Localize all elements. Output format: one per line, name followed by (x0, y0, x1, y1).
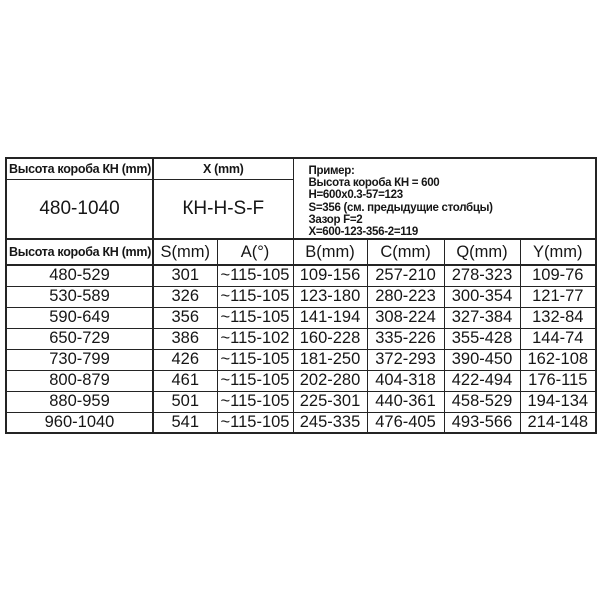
cell-b: 202-280 (292, 369, 368, 392)
cell-c: 372-293 (366, 348, 445, 371)
cell-a: ~115-105 (216, 390, 294, 413)
example-line: X=600-123-356-2=119 (308, 226, 419, 239)
cell-kh: 590-649 (5, 306, 154, 329)
cell-kh: 730-799 (5, 348, 154, 371)
cell-y: 214-148 (519, 411, 597, 434)
cell-y: 109-76 (519, 264, 597, 287)
col-header-q: Q(mm) (443, 238, 521, 267)
col-header-b: B(mm) (292, 238, 368, 267)
cell-a: ~115-105 (216, 285, 294, 308)
cell-q: 458-529 (443, 390, 521, 413)
cell-y: 144-74 (519, 327, 597, 350)
cell-b: 141-194 (292, 306, 368, 329)
cell-s: 426 (152, 348, 218, 371)
cell-a: ~115-105 (216, 348, 294, 371)
cell-a: ~115-105 (216, 264, 294, 287)
cell-a: ~115-105 (216, 369, 294, 392)
table-row: 530-589 326 ~115-105 123-180 280-223 300… (5, 285, 597, 308)
cell-b: 123-180 (292, 285, 368, 308)
cell-c: 280-223 (366, 285, 445, 308)
table-row: 590-649 356 ~115-105 141-194 308-224 327… (5, 306, 597, 329)
cell-kh: 880-959 (5, 390, 154, 413)
col-header-kh: Высота короба КН (mm) (5, 238, 154, 267)
cell-q: 355-428 (443, 327, 521, 350)
col-header-a: A(°) (216, 238, 294, 267)
col-header-c: C(mm) (366, 238, 445, 267)
table-row: 480-529 301 ~115-105 109-156 257-210 278… (5, 264, 597, 287)
cell-q: 300-354 (443, 285, 521, 308)
cell-s: 386 (152, 327, 218, 350)
col-header-s: S(mm) (152, 238, 218, 267)
spec-table: Высота короба КН (mm) X (mm) Пример: Выс… (5, 157, 598, 435)
example-line: S=356 (см. предыдущие столбцы) (308, 201, 493, 214)
value-row-1: 480-1040 КН-H-S-F (5, 179, 596, 240)
cell-q: 493-566 (443, 411, 521, 434)
cell-c: 308-224 (366, 306, 445, 329)
x-formula-cell: КН-H-S-F (152, 179, 294, 240)
cell-c: 257-210 (366, 264, 445, 287)
cell-y: 121-77 (519, 285, 597, 308)
cell-s: 541 (152, 411, 218, 434)
col-header-y: Y(mm) (519, 238, 597, 267)
cell-y: 132-84 (519, 306, 597, 329)
cell-kh: 650-729 (5, 327, 154, 350)
table-row: 650-729 386 ~115-102 160-228 335-226 355… (5, 327, 597, 350)
table-row: 800-879 461 ~115-105 202-280 404-318 422… (5, 369, 597, 392)
cell-a: ~115-102 (216, 327, 294, 350)
cell-kh: 530-589 (5, 285, 154, 308)
cell-b: 181-250 (292, 348, 368, 371)
example-line: Зазор F=2 (308, 213, 363, 226)
table-row: 880-959 501 ~115-105 225-301 440-361 458… (5, 390, 597, 413)
kh-range-cell: 480-1040 (5, 179, 154, 240)
cell-s: 461 (152, 369, 218, 392)
table-row: 960-1040 541 ~115-105 245-335 476-405 49… (5, 411, 597, 434)
cell-b: 245-335 (292, 411, 368, 434)
table-row: 730-799 426 ~115-105 181-250 372-293 390… (5, 348, 597, 371)
example-line: Высота короба КН = 600 (308, 177, 440, 190)
cell-b: 160-228 (292, 327, 368, 350)
cell-kh: 960-1040 (5, 411, 154, 434)
example-line: H=600x0.3-57=123 (308, 189, 404, 202)
cell-b: 225-301 (292, 390, 368, 413)
cell-kh: 480-529 (5, 264, 154, 287)
example-line: Пример: (308, 165, 355, 177)
cell-q: 422-494 (443, 369, 521, 392)
cell-s: 326 (152, 285, 218, 308)
cell-q: 390-450 (443, 348, 521, 371)
cell-a: ~115-105 (216, 306, 294, 329)
cell-y: 194-134 (519, 390, 597, 413)
cell-c: 404-318 (366, 369, 445, 392)
header-row-1: Высота короба КН (mm) X (mm) Пример: Выс… (5, 157, 597, 240)
cell-q: 327-384 (443, 306, 521, 329)
cell-y: 162-108 (519, 348, 597, 371)
x-header-cell: X (mm) (152, 157, 294, 181)
example-cell: Пример: Высота короба КН = 600 H=600x0.3… (292, 157, 597, 240)
cell-c: 440-361 (366, 390, 445, 413)
kh-header-cell: Высота короба КН (mm) (5, 157, 154, 181)
cell-kh: 800-879 (5, 369, 154, 392)
cell-c: 335-226 (366, 327, 445, 350)
cell-s: 356 (152, 306, 218, 329)
cell-q: 278-323 (443, 264, 521, 287)
cell-c: 476-405 (366, 411, 445, 434)
cell-s: 301 (152, 264, 218, 287)
cell-a: ~115-105 (216, 411, 294, 434)
cell-b: 109-156 (292, 264, 368, 287)
cell-y: 176-115 (519, 369, 597, 392)
cell-s: 501 (152, 390, 218, 413)
header-row-2: Высота короба КН (mm) S(mm) A(°) B(mm) C… (5, 238, 597, 267)
